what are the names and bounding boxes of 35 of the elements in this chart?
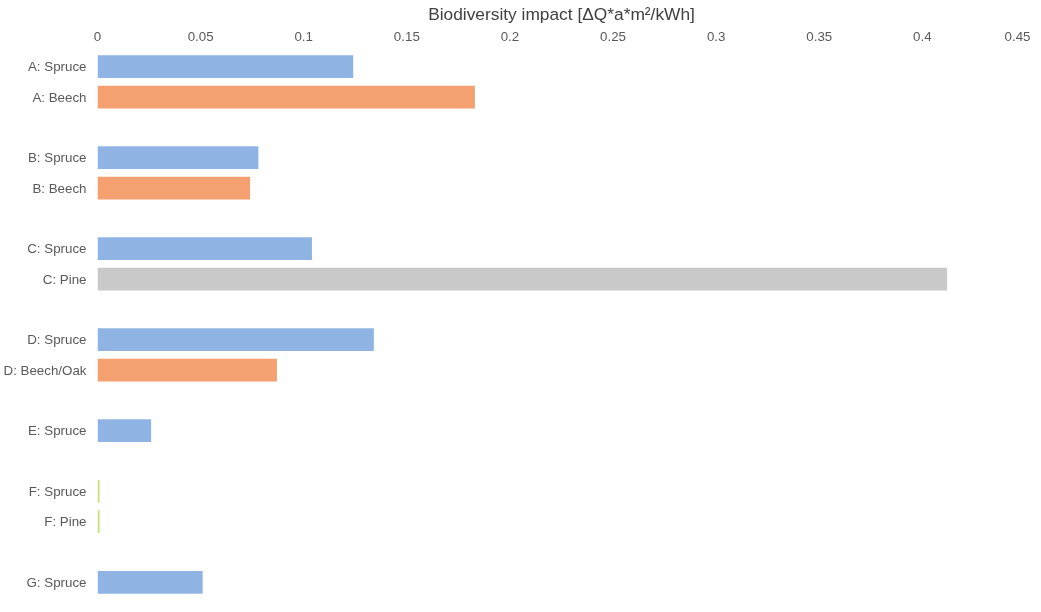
x-tick-label: 0.1 <box>294 28 313 44</box>
x-tick-label: 0.05 <box>187 28 214 44</box>
bar <box>97 267 948 291</box>
y-tick-label: G: Spruce <box>26 574 87 590</box>
y-tick-label: A: Spruce <box>27 59 87 75</box>
y-tick-label: D: Spruce <box>27 332 87 348</box>
y-tick-label: E: Spruce <box>27 423 87 439</box>
y-tick-label: F: Pine <box>44 514 87 530</box>
x-tick-label: 0.4 <box>913 28 933 44</box>
y-tick-label: F: Spruce <box>28 483 87 499</box>
bar <box>97 146 259 170</box>
x-tick-label: 0 <box>93 28 102 44</box>
bar <box>97 419 152 443</box>
bar <box>97 176 251 200</box>
x-tick-label: 0.3 <box>706 28 726 44</box>
bar <box>97 237 312 261</box>
bar <box>97 479 100 503</box>
y-tick-label: D: Beech/Oak <box>3 362 87 378</box>
y-tick-label: C: Spruce <box>27 241 87 257</box>
bar <box>97 510 100 534</box>
bar <box>97 85 475 109</box>
y-tick-label: C: Pine <box>42 271 87 287</box>
y-tick-label: B: Beech <box>32 180 87 196</box>
x-axis-title: Biodiversity impact [ΔQ*a*m²/kWh] <box>428 3 695 24</box>
x-tick-label: 0.2 <box>500 28 520 44</box>
x-tick-label: 0.15 <box>393 28 420 44</box>
x-tick-label: 0.25 <box>600 28 627 44</box>
y-tick-label: A: Beech <box>32 89 87 105</box>
x-tick-label: 0.35 <box>806 28 833 44</box>
x-tick-label: 0.45 <box>1004 28 1031 44</box>
bar <box>97 570 203 594</box>
y-tick-label: B: Spruce <box>27 150 87 166</box>
bar <box>97 358 277 382</box>
bar <box>97 55 354 79</box>
bar <box>97 328 374 352</box>
